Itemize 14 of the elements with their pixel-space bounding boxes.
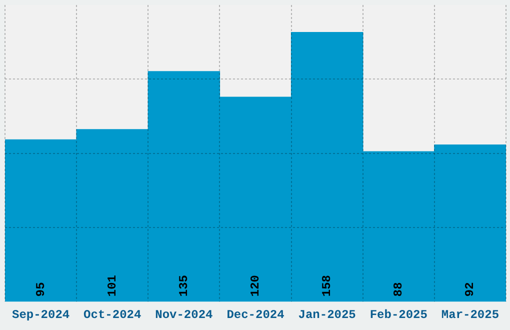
data-label: 158 bbox=[320, 274, 334, 297]
data-label: 101 bbox=[105, 274, 120, 297]
x-tick-label: Oct-2024 bbox=[84, 308, 142, 322]
x-tick-label: Feb-2025 bbox=[370, 308, 428, 322]
x-tick-label: Nov-2024 bbox=[155, 308, 213, 322]
x-tick-label: Sep-2024 bbox=[12, 308, 70, 322]
x-tick-label: Dec-2024 bbox=[226, 308, 284, 322]
x-tick-label: Jan-2025 bbox=[298, 308, 356, 322]
data-label: 88 bbox=[392, 282, 406, 297]
data-label: 135 bbox=[176, 274, 191, 297]
data-label: 92 bbox=[463, 282, 478, 297]
data-label: 95 bbox=[34, 282, 48, 297]
x-tick-label: Mar-2025 bbox=[441, 308, 500, 322]
data-label: 120 bbox=[248, 274, 263, 297]
